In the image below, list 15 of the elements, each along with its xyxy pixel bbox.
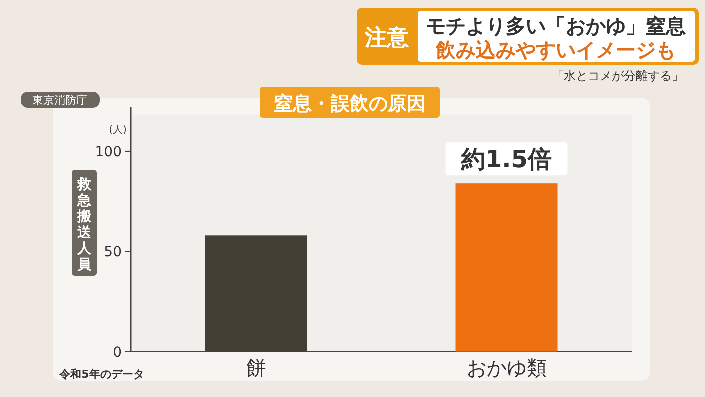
x-tick-label: おかゆ類	[466, 356, 547, 380]
x-tick-label: 餅	[246, 356, 266, 380]
text: モチより多い「おかゆ」窒息	[426, 14, 686, 38]
text: 「水とコメが分離する」	[552, 69, 684, 83]
text: 飲み込みやすいイメージも	[435, 38, 676, 62]
text: 注意	[364, 25, 410, 51]
y-tick-label: 50	[104, 244, 122, 261]
text: (人)	[109, 125, 127, 136]
y-axis-title: 救急搬送人員	[76, 177, 92, 273]
y-tick-label: 100	[95, 144, 122, 161]
chart-title: 窒息・誤飲の原因	[274, 93, 426, 115]
text: 東京消防庁	[32, 94, 88, 107]
text: 令和5年のデータ	[58, 368, 144, 381]
y-tick-label: 0	[113, 344, 122, 361]
annotation: 約1.5倍	[460, 146, 552, 174]
